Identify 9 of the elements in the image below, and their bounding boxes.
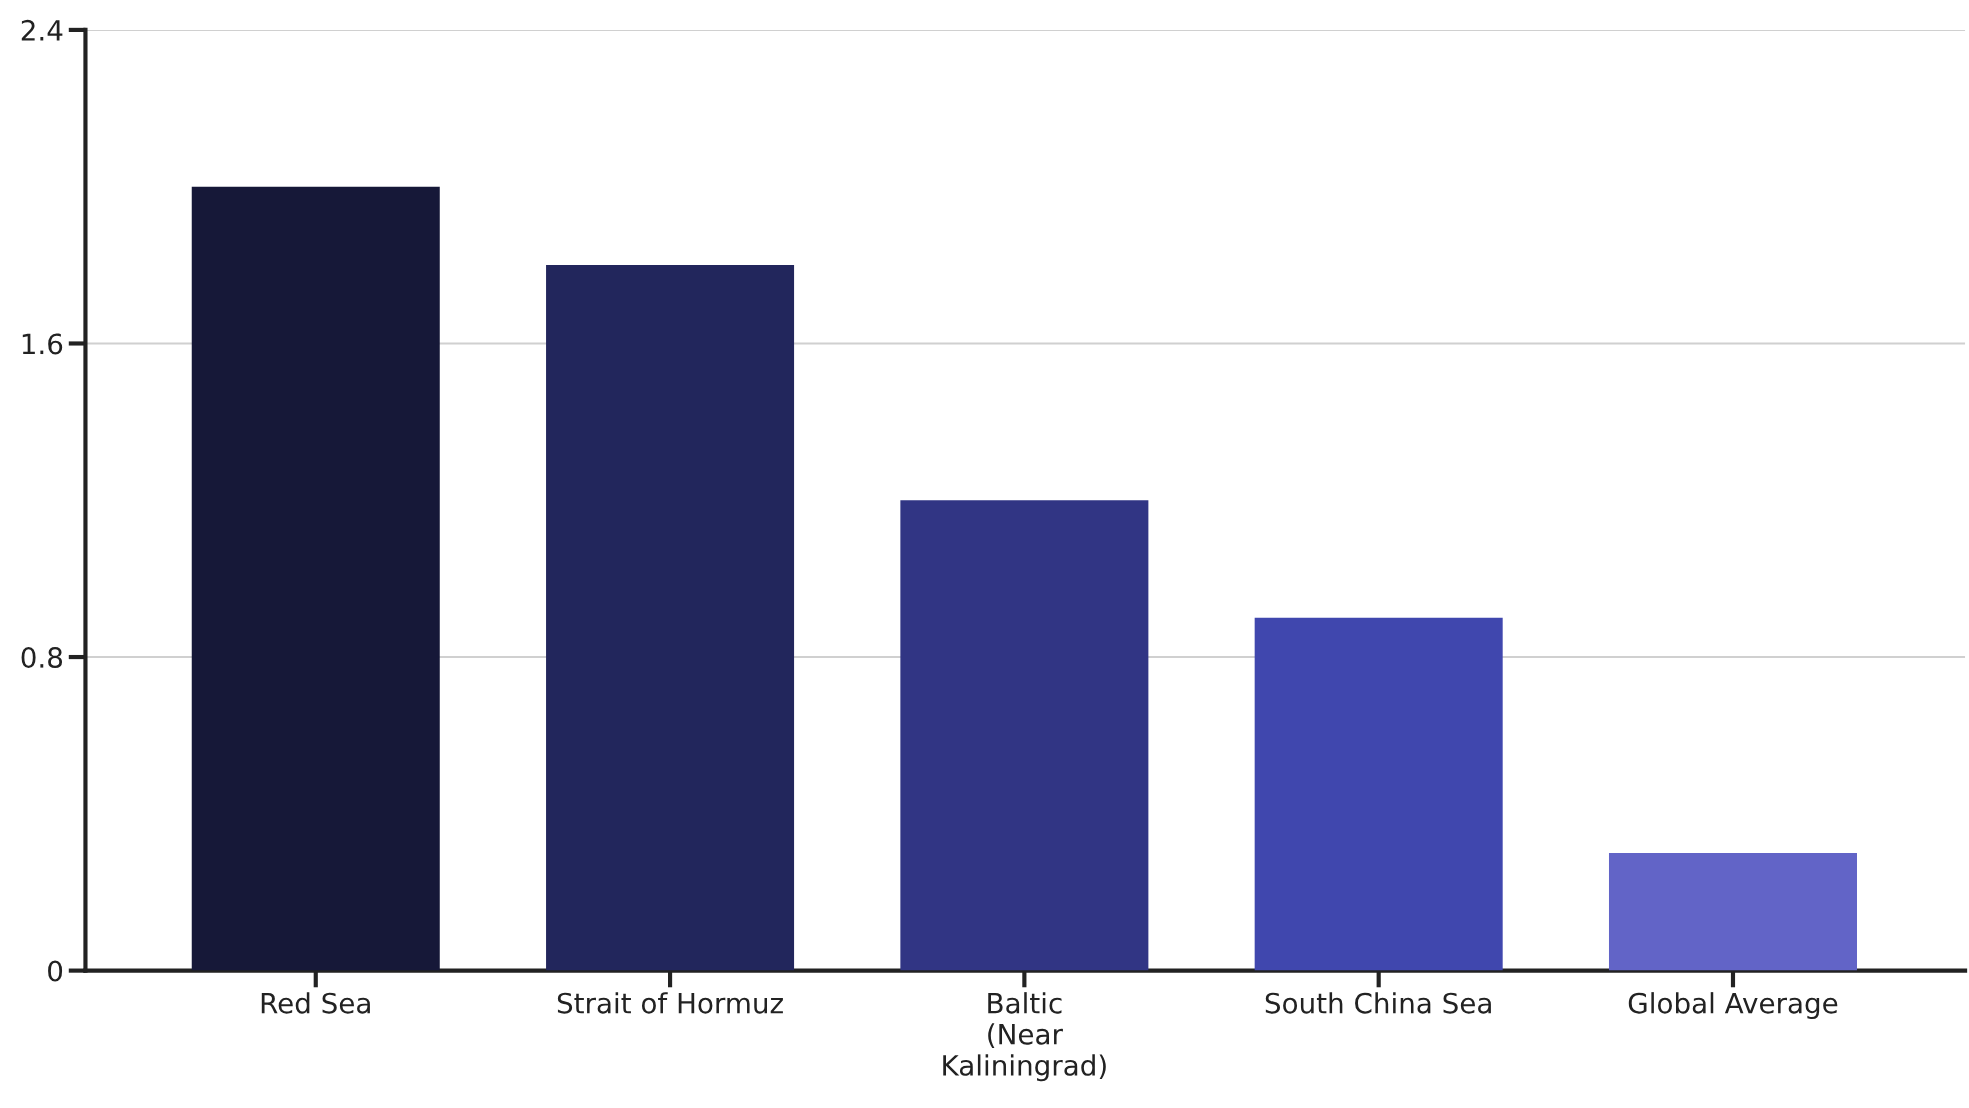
x-tick-label: South China Sea — [1265, 992, 1491, 1014]
x-tick-label: Global Average — [1628, 992, 1838, 1020]
x-tick-label: Baltic (Near Kaliningrad) — [943, 992, 1106, 1082]
x-tick-label: Strait of Hormuz — [557, 992, 783, 1014]
y-tick-label: 0.8 — [21, 646, 63, 668]
x-tick-label: Red Sea — [261, 992, 370, 1014]
y-tick-label: 2.4 — [21, 19, 63, 41]
y-tick-label: 1.6 — [22, 333, 63, 355]
y-tick-label: 0 — [48, 960, 63, 982]
